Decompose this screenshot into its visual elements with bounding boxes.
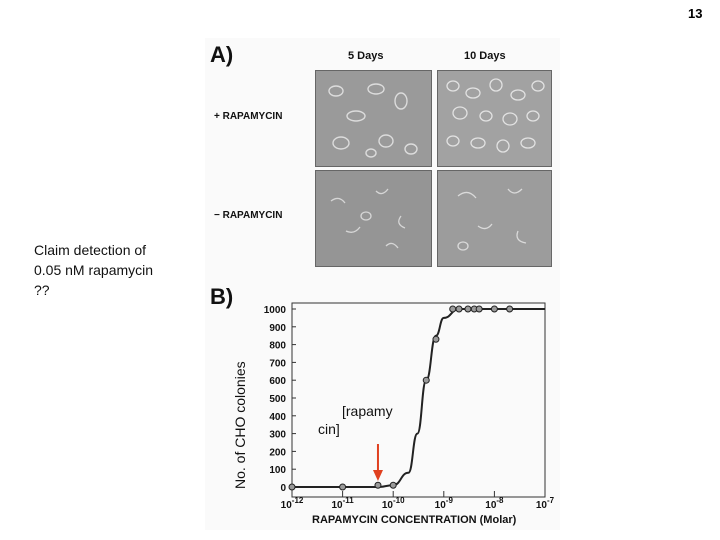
data-point [475,305,483,313]
micrograph-5-days-minus-rapamycin [315,170,432,267]
inset-line-1: [rapamy [342,403,393,419]
micrograph-10-days-plus-rapamycin [437,70,552,167]
x-tick-label: 10-10 [382,496,405,511]
fit-curve [291,307,545,489]
red-arrow-icon [372,444,383,481]
y-tick-label: 0 [280,483,286,494]
y-tick-label: 200 [269,447,286,458]
data-points [288,305,514,491]
claim-annotation: Claim detection of 0.05 nM rapamycin ?? [34,240,194,300]
annotation-line-1: Claim detection of [34,242,147,258]
data-point [432,335,440,343]
arrow-head [372,470,383,481]
y-tick-label: 800 [269,341,286,352]
inset-line-2: cin] [318,421,340,437]
x-tick-label: 10-8 [485,496,504,511]
data-point [455,305,463,313]
plot-frame [291,302,546,498]
data-point [464,305,472,313]
y-ticks: 0 100 200 300 400 500 600 700 800 900 1000 [264,305,296,494]
y-tick-label: 600 [269,376,286,387]
data-point [374,481,382,489]
data-point [389,481,397,489]
x-axis-title: RAPAMYCIN CONCENTRATION (Molar) [312,514,517,526]
data-point [422,376,430,384]
data-point [449,305,457,313]
column-header-5-days: 5 Days [348,50,384,62]
row-label-minus-rapamycin: − RAPAMYCIN [214,210,283,221]
y-tick-label: 700 [269,358,286,369]
x-tick-label: 10-12 [281,496,304,511]
panel-b-letter: B) [210,284,234,309]
micrograph-10-days-minus-rapamycin [437,170,552,267]
panel-a-letter: A) [210,42,234,67]
x-tick-label: 10-11 [331,496,354,511]
x-ticks: 10-12 10-11 10-10 10-9 10-8 10-7 [281,491,555,511]
column-header-10-days: 10 Days [464,50,506,62]
data-point [506,305,514,313]
y-tick-label: 100 [269,465,286,476]
annotation-line-2: 0.05 nM rapamycin [34,262,154,278]
y-tick-label: 500 [269,394,286,405]
y-tick-label: 400 [269,412,286,423]
row-label-plus-rapamycin: + RAPAMYCIN [214,111,283,122]
rapamycin-inset-label: [rapamy cin] [318,402,408,438]
y-tick-label: 900 [269,323,286,334]
x-tick-label: 10-9 [435,496,454,511]
data-point [288,483,296,491]
x-tick-label: 10-7 [536,496,555,511]
y-tick-label: 300 [269,430,286,441]
slide-number: 13 [688,6,703,21]
micrograph-5-days-plus-rapamycin [315,70,432,167]
data-point [490,305,498,313]
data-point [339,483,347,491]
y-tick-label: 1000 [264,305,287,316]
annotation-line-3: ?? [34,282,50,298]
